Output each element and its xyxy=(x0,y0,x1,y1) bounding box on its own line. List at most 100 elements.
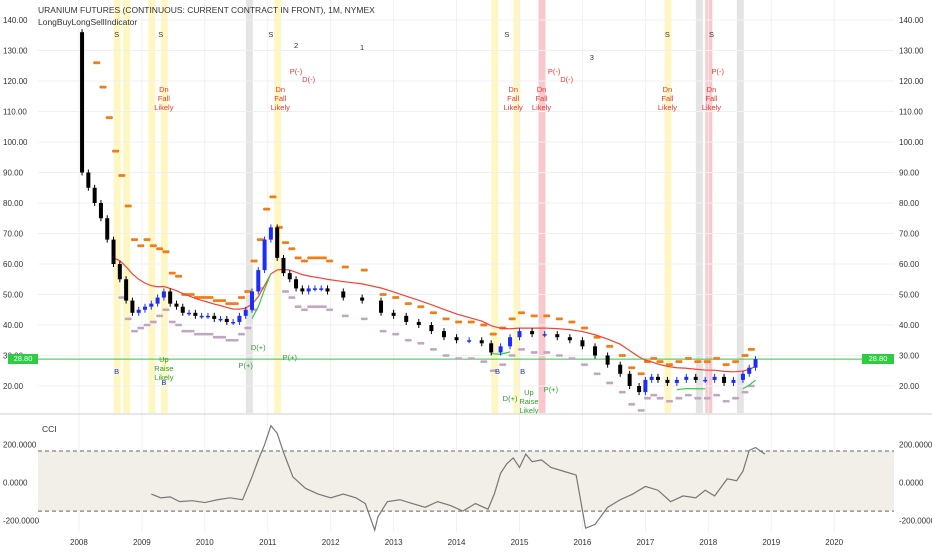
stop-dot-orange xyxy=(246,289,250,293)
stop-dot-orange xyxy=(242,296,246,300)
candle xyxy=(130,300,135,313)
stop-dot-grey xyxy=(147,323,151,327)
stop-dot-orange xyxy=(212,299,216,303)
stop-dot-grey xyxy=(717,393,721,397)
stop-dot-orange xyxy=(585,326,589,330)
price-tick-label: 130.00 xyxy=(899,47,924,56)
candle xyxy=(693,376,698,380)
stop-dot-orange xyxy=(302,259,306,263)
candle xyxy=(205,315,210,318)
stop-dot-orange xyxy=(158,247,162,251)
stop-dot-grey xyxy=(421,341,425,345)
stop-dot-grey xyxy=(618,390,622,394)
stop-dot-orange xyxy=(267,207,271,211)
stop-dot-orange xyxy=(269,195,273,199)
candle xyxy=(136,309,141,313)
ma-line-green xyxy=(251,273,272,319)
stop-dot-grey xyxy=(383,329,387,333)
stop-dot-grey xyxy=(628,402,632,406)
stop-dot-orange xyxy=(394,296,398,300)
stop-dot-orange xyxy=(273,195,277,199)
stop-dot-grey xyxy=(530,351,534,354)
stop-dot-orange xyxy=(147,238,151,242)
stop-dot-grey xyxy=(545,351,549,354)
stop-dot-grey xyxy=(294,305,298,309)
cci-tick-label-left: 0.0000 xyxy=(3,479,28,488)
stop-dot-grey xyxy=(508,354,512,357)
cci-tick-label: -200.0000 xyxy=(899,517,932,526)
candle xyxy=(180,306,185,313)
stop-dot-orange xyxy=(252,259,256,263)
stop-dot-orange xyxy=(151,244,155,248)
cci-pane[interactable]: 200.0000 200.0000 0.0000 0.0000 -200.0000 -20… xyxy=(3,424,932,533)
stop-dot-orange xyxy=(145,238,149,242)
price-tick-label: 140.00 xyxy=(899,16,924,25)
stop-dot-orange xyxy=(233,302,237,306)
stop-dot-orange xyxy=(469,320,473,324)
stop-dot-orange xyxy=(698,360,702,364)
stop-dot-grey xyxy=(419,341,423,345)
price-tick-label-left: 80.00 xyxy=(3,199,24,208)
stop-dot-grey xyxy=(290,296,294,299)
time-tick-label: 2020 xyxy=(825,538,843,547)
stop-dot-orange xyxy=(572,320,576,324)
stop-dot-grey xyxy=(696,396,700,400)
stop-dot-orange xyxy=(489,332,493,336)
indicator-name[interactable]: LongBuyLongSellIndicator xyxy=(38,17,138,27)
candle xyxy=(281,257,286,274)
signal-highlight-band xyxy=(538,0,546,413)
stop-dot-orange xyxy=(279,225,283,229)
signal-label: Dn xyxy=(159,85,169,94)
stop-dot-orange xyxy=(480,323,484,327)
stop-dot-orange xyxy=(667,363,671,367)
stop-dot-orange xyxy=(258,238,262,242)
candle xyxy=(174,303,179,307)
stop-dot-grey xyxy=(648,396,651,400)
stop-dot-grey xyxy=(120,296,124,299)
stop-dot-grey xyxy=(305,308,308,312)
stop-dot-grey xyxy=(126,317,130,321)
stop-dot-orange xyxy=(281,241,285,245)
main-pane[interactable] xyxy=(38,0,894,413)
stop-dot-grey xyxy=(216,335,220,339)
candle xyxy=(319,288,324,290)
stop-dot-grey xyxy=(149,320,153,324)
stop-dot-grey xyxy=(303,308,306,312)
signal-label: Likely xyxy=(504,103,523,112)
price-axis[interactable]: 140.00140.00130.00130.00120.00120.00110.… xyxy=(3,16,924,391)
stop-dot-orange xyxy=(650,357,654,361)
stop-dot-grey xyxy=(137,326,141,330)
stop-dot-grey xyxy=(244,326,248,330)
stop-dot-grey xyxy=(343,314,347,318)
signal-label: Likely xyxy=(702,103,721,112)
stop-dot-grey xyxy=(379,329,383,333)
stop-dot-grey xyxy=(404,338,408,342)
stop-dot-grey xyxy=(581,363,584,367)
stop-dot-grey xyxy=(206,332,210,336)
stop-dot-grey xyxy=(166,308,170,312)
signal-label: S xyxy=(114,30,119,39)
stop-dot-grey xyxy=(643,396,647,400)
stop-dot-orange xyxy=(135,238,139,242)
stop-dot-grey xyxy=(151,320,155,324)
price-tick-label: 30.00 xyxy=(899,352,920,361)
stop-dot-orange xyxy=(417,305,421,309)
stop-dot-grey xyxy=(170,320,174,324)
time-axis[interactable]: 2008 2009 2010 2011 2012 2013 2014 2015 2016 2017… xyxy=(70,538,844,547)
stop-dot-grey xyxy=(298,305,302,309)
signal-label: Raise xyxy=(519,397,538,406)
stop-dot-orange xyxy=(204,296,208,300)
time-tick-label: 2019 xyxy=(762,538,780,547)
stop-dot-grey xyxy=(555,354,559,357)
signal-label: Likely xyxy=(519,406,538,415)
stop-dot-orange xyxy=(149,244,153,248)
ma-line-green xyxy=(742,379,756,390)
stop-dot-orange xyxy=(654,357,658,361)
cci-label[interactable]: CCI xyxy=(42,424,57,434)
signal-label: Likely xyxy=(532,103,551,112)
stop-dot-orange xyxy=(630,366,634,370)
candle xyxy=(341,291,346,298)
stop-dot-grey xyxy=(221,335,225,339)
price-tick-label-left: 20.00 xyxy=(3,382,24,391)
